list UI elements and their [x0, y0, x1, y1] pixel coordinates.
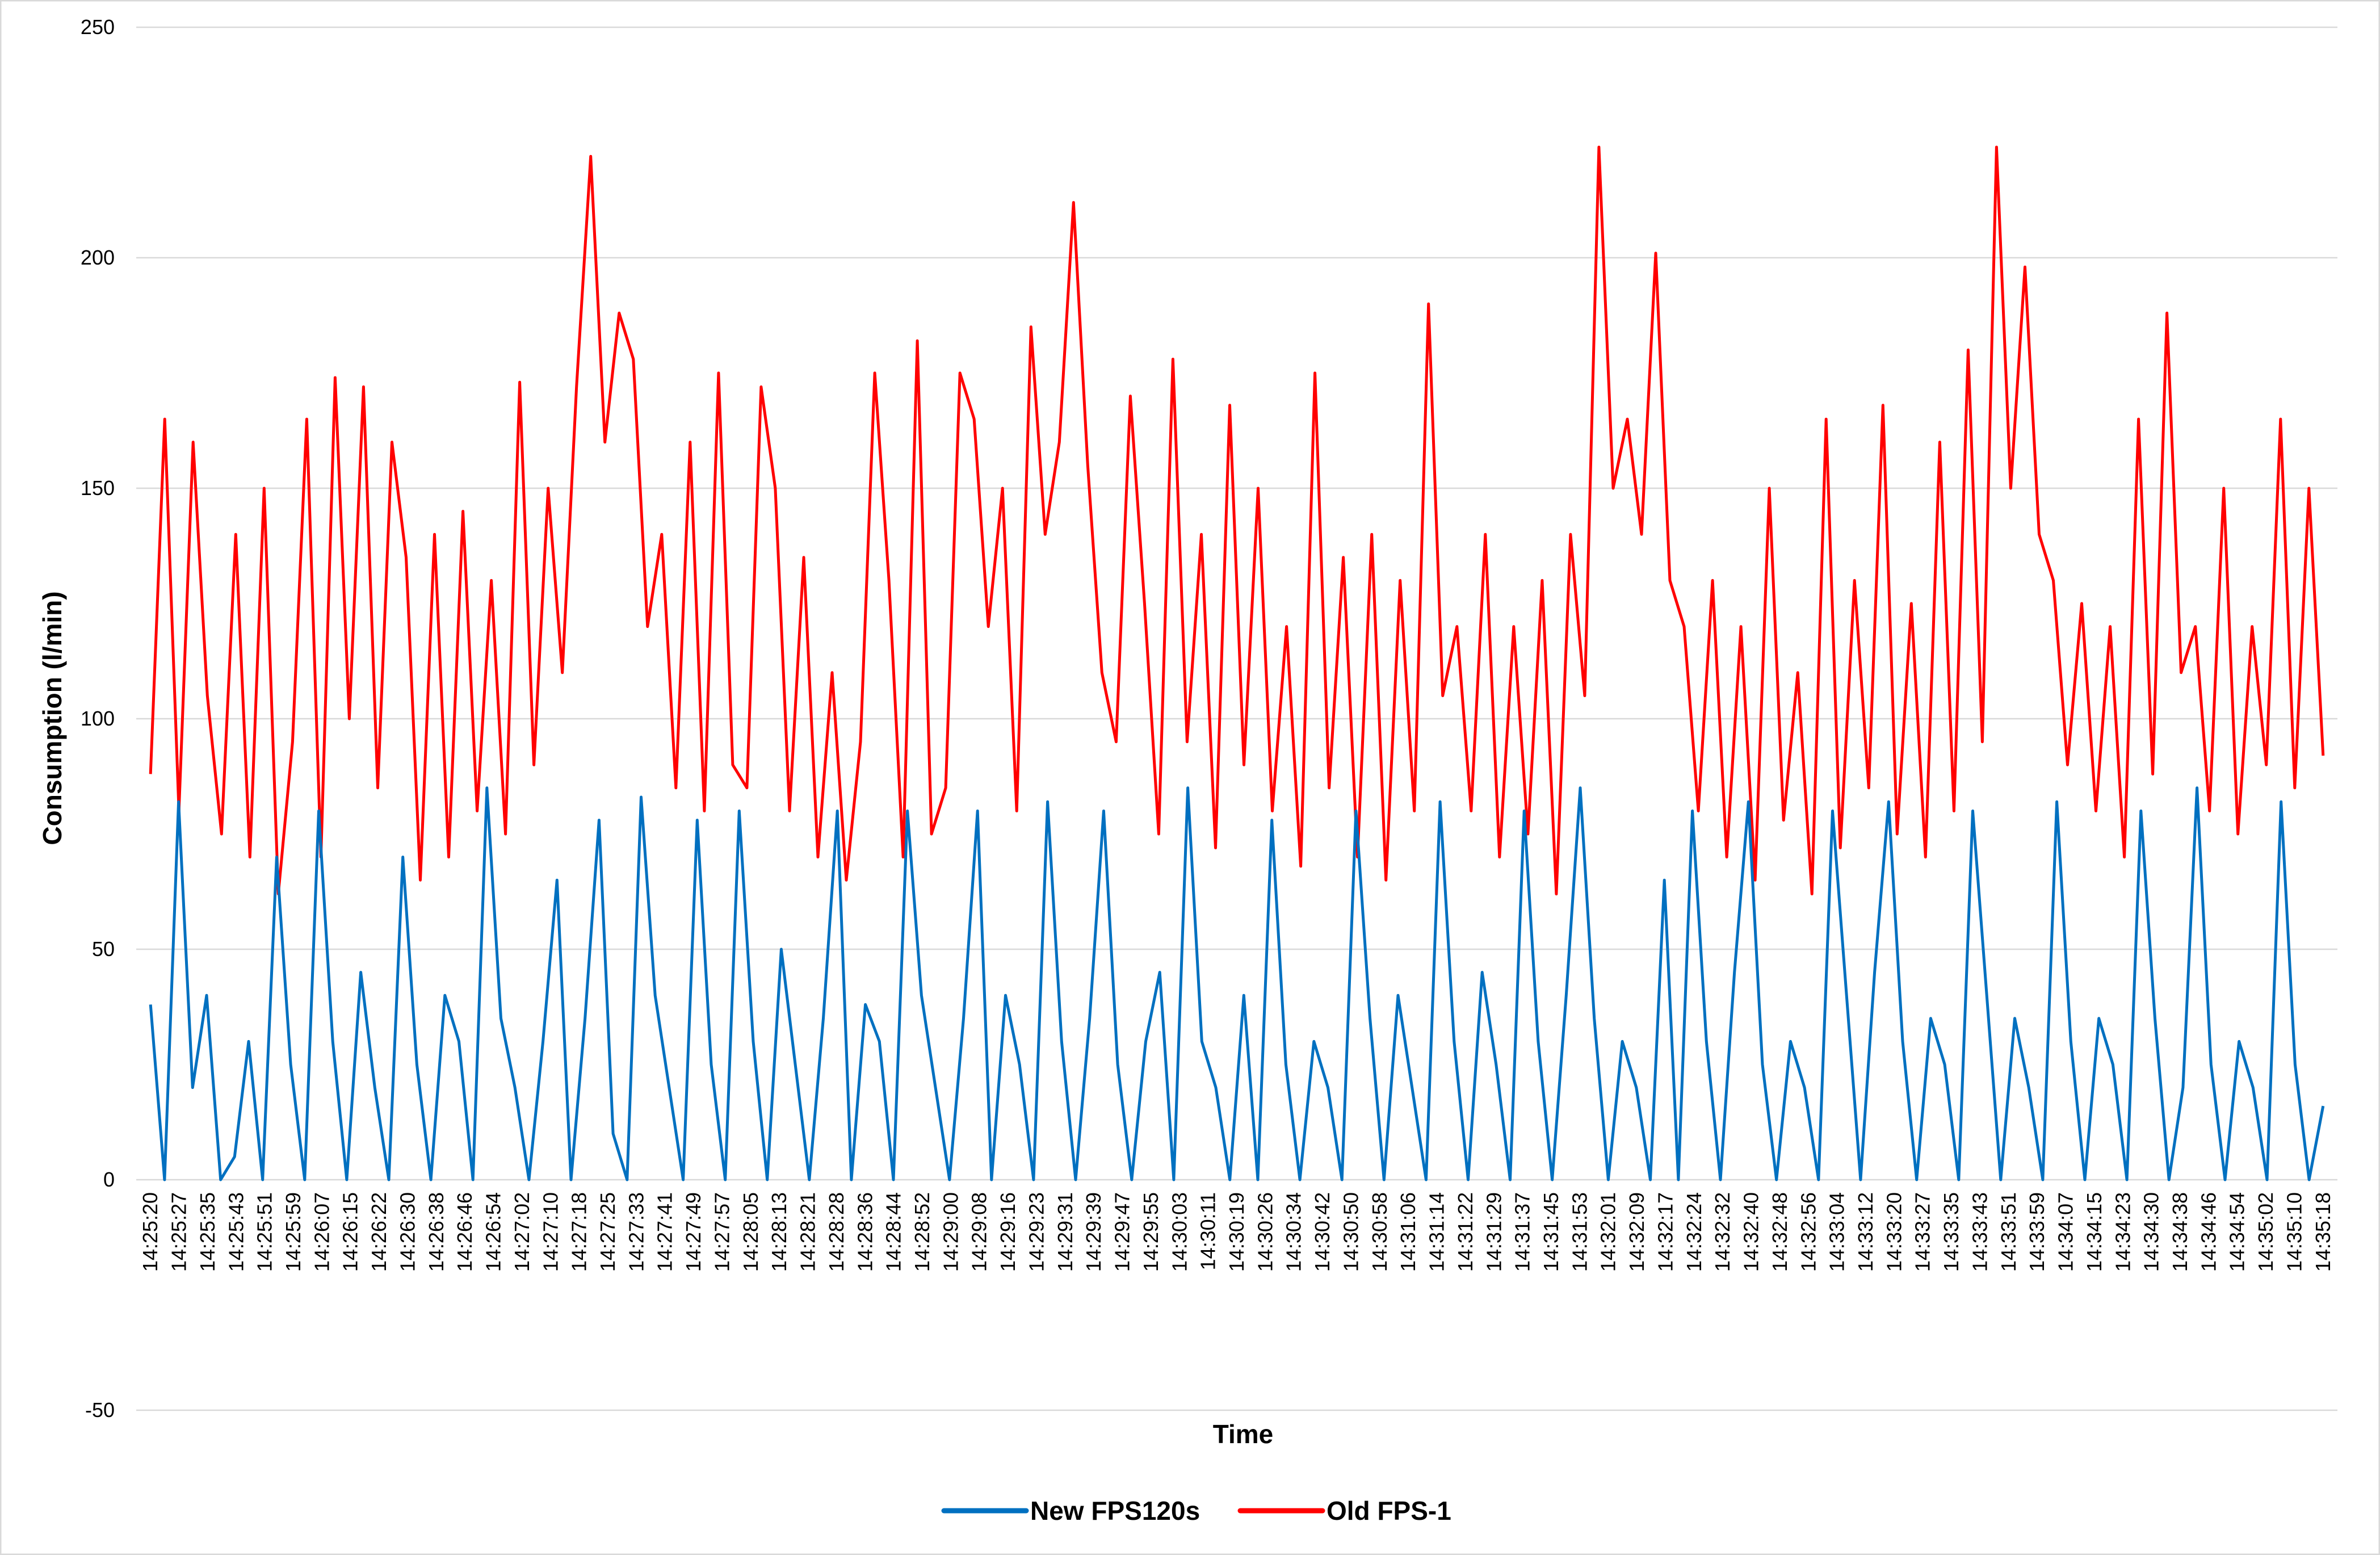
x-tick-label: 14:32:17 — [1653, 1192, 1677, 1272]
y-axis-ticks: -50 0 50 100 150 200 250 — [81, 15, 115, 1422]
x-tick-label: 14:27:25 — [596, 1192, 619, 1272]
x-tick-label: 14:33:20 — [1882, 1192, 1905, 1272]
x-tick-label: 14:31:29 — [1482, 1192, 1505, 1272]
x-tick-label: 14:30:42 — [1311, 1192, 1334, 1272]
x-tick-label: 14:28:13 — [767, 1192, 791, 1272]
y-tick-label: 100 — [81, 707, 115, 730]
x-tick-label: 14:33:59 — [2025, 1192, 2049, 1272]
x-tick-label: 14:34:38 — [2168, 1192, 2192, 1272]
x-tick-label: 14:31:37 — [1511, 1192, 1534, 1272]
x-tick-label: 14:26:54 — [482, 1192, 505, 1272]
x-tick-label: 14:33:04 — [1825, 1192, 1849, 1272]
x-tick-label: 14:25:27 — [167, 1192, 191, 1272]
y-tick-label: 250 — [81, 15, 115, 39]
x-tick-label: 14:35:02 — [2254, 1192, 2277, 1272]
x-tick-label: 14:35:18 — [2311, 1192, 2335, 1272]
x-tick-label: 14:31:06 — [1396, 1192, 1420, 1272]
x-tick-label: 14:28:44 — [882, 1192, 905, 1272]
x-axis-title: Time — [1213, 1419, 1274, 1449]
x-tick-label: 14:26:46 — [453, 1192, 476, 1272]
x-tick-label: 14:34:30 — [2140, 1192, 2163, 1272]
x-tick-label: 14:32:01 — [1597, 1192, 1620, 1272]
x-tick-label: 14:31:45 — [1539, 1192, 1563, 1272]
x-tick-label: 14:29:31 — [1053, 1192, 1077, 1272]
x-tick-label: 14:30:26 — [1253, 1192, 1277, 1272]
x-tick-label: 14:30:19 — [1225, 1192, 1248, 1272]
x-tick-label: 14:33:35 — [1940, 1192, 1963, 1272]
series-lines — [149, 145, 2325, 1181]
x-tick-label: 14:32:09 — [1625, 1192, 1648, 1272]
x-tick-label: 14:30:34 — [1282, 1192, 1306, 1272]
x-tick-label: 14:34:15 — [2083, 1192, 2106, 1272]
x-tick-label: 14:33:12 — [1854, 1192, 1877, 1272]
x-tick-label: 14:29:39 — [1082, 1192, 1105, 1272]
x-tick-label: 14:33:43 — [1968, 1192, 1991, 1272]
legend-label-old-fps-1: Old FPS-1 — [1327, 1496, 1451, 1525]
x-tick-label: 14:30:58 — [1368, 1192, 1391, 1272]
x-tick-label: 14:27:49 — [682, 1192, 705, 1272]
x-tick-label: 14:29:55 — [1139, 1192, 1162, 1272]
x-tick-label: 14:27:41 — [653, 1192, 677, 1272]
x-tick-label: 14:25:59 — [282, 1192, 305, 1272]
x-tick-label: 14:32:48 — [1768, 1192, 1791, 1272]
x-tick-label: 14:31:53 — [1568, 1192, 1591, 1272]
x-tick-label: 14:27:02 — [510, 1192, 534, 1272]
y-axis-title: Consumption (l/min) — [37, 591, 67, 845]
x-tick-label: 14:29:23 — [1025, 1192, 1048, 1272]
legend: New FPS120s Old FPS-1 — [941, 1496, 1451, 1525]
x-tick-label: 14:26:07 — [310, 1192, 333, 1272]
x-tick-label: 14:27:10 — [539, 1192, 562, 1272]
x-tick-label: 14:25:51 — [253, 1192, 276, 1272]
x-tick-label: 14:34:23 — [2111, 1192, 2134, 1272]
legend-label-new-fps120s: New FPS120s — [1030, 1496, 1200, 1525]
x-tick-label: 14:28:05 — [739, 1192, 762, 1272]
x-tick-label: 14:30:50 — [1339, 1192, 1362, 1272]
y-tick-label: 0 — [103, 1168, 115, 1191]
y-tick-label: 50 — [92, 937, 115, 961]
x-tick-label: 14:25:43 — [224, 1192, 247, 1272]
x-tick-label: 14:26:38 — [425, 1192, 448, 1272]
x-tick-label: 14:34:07 — [2054, 1192, 2077, 1272]
x-tick-label: 14:27:57 — [710, 1192, 733, 1272]
x-tick-label: 14:31:14 — [1425, 1192, 1449, 1272]
y-tick-label: -50 — [85, 1398, 115, 1422]
x-tick-label: 14:32:32 — [1711, 1192, 1734, 1272]
series-line-new-fps120s — [149, 786, 2325, 1181]
x-tick-label: 14:28:52 — [910, 1192, 934, 1272]
x-axis-ticks: 14:25:20 14:25:27 14:25:35 14:25:43 14:25:51… — [138, 1192, 2335, 1272]
x-tick-label: 14:29:08 — [968, 1192, 991, 1272]
x-tick-label: 14:32:56 — [1796, 1192, 1820, 1272]
x-tick-label: 14:29:00 — [939, 1192, 962, 1272]
x-tick-label: 14:32:24 — [1682, 1192, 1706, 1272]
x-tick-label: 14:31:22 — [1454, 1192, 1477, 1272]
x-tick-label: 14:30:11 — [1197, 1192, 1220, 1270]
x-tick-label: 14:34:54 — [2226, 1192, 2249, 1272]
x-tick-label: 14:25:35 — [196, 1192, 219, 1272]
series-line-old-fps-1 — [149, 145, 2325, 896]
x-tick-label: 14:28:21 — [796, 1192, 820, 1272]
x-tick-label: 14:30:03 — [1168, 1192, 1191, 1272]
x-tick-label: 14:28:28 — [825, 1192, 848, 1272]
y-tick-label: 150 — [81, 476, 115, 500]
x-tick-label: 14:35:10 — [2282, 1192, 2306, 1272]
x-tick-label: 14:27:18 — [568, 1192, 591, 1272]
x-tick-label: 14:32:40 — [1740, 1192, 1763, 1272]
x-tick-label: 14:28:36 — [853, 1192, 876, 1272]
x-tick-label: 14:29:47 — [1111, 1192, 1134, 1272]
gridlines — [136, 26, 2337, 1411]
x-tick-label: 14:25:20 — [138, 1192, 162, 1272]
x-tick-label: 14:27:33 — [624, 1192, 648, 1272]
x-tick-label: 14:33:27 — [1911, 1192, 1934, 1272]
x-tick-label: 14:26:30 — [396, 1192, 419, 1272]
x-tick-label: 14:33:51 — [1997, 1192, 2020, 1272]
x-tick-label: 14:29:16 — [996, 1192, 1019, 1272]
x-tick-label: 14:26:22 — [367, 1192, 391, 1272]
x-tick-label: 14:26:15 — [339, 1192, 362, 1272]
y-tick-label: 200 — [81, 246, 115, 269]
x-tick-label: 14:34:46 — [2197, 1192, 2220, 1272]
